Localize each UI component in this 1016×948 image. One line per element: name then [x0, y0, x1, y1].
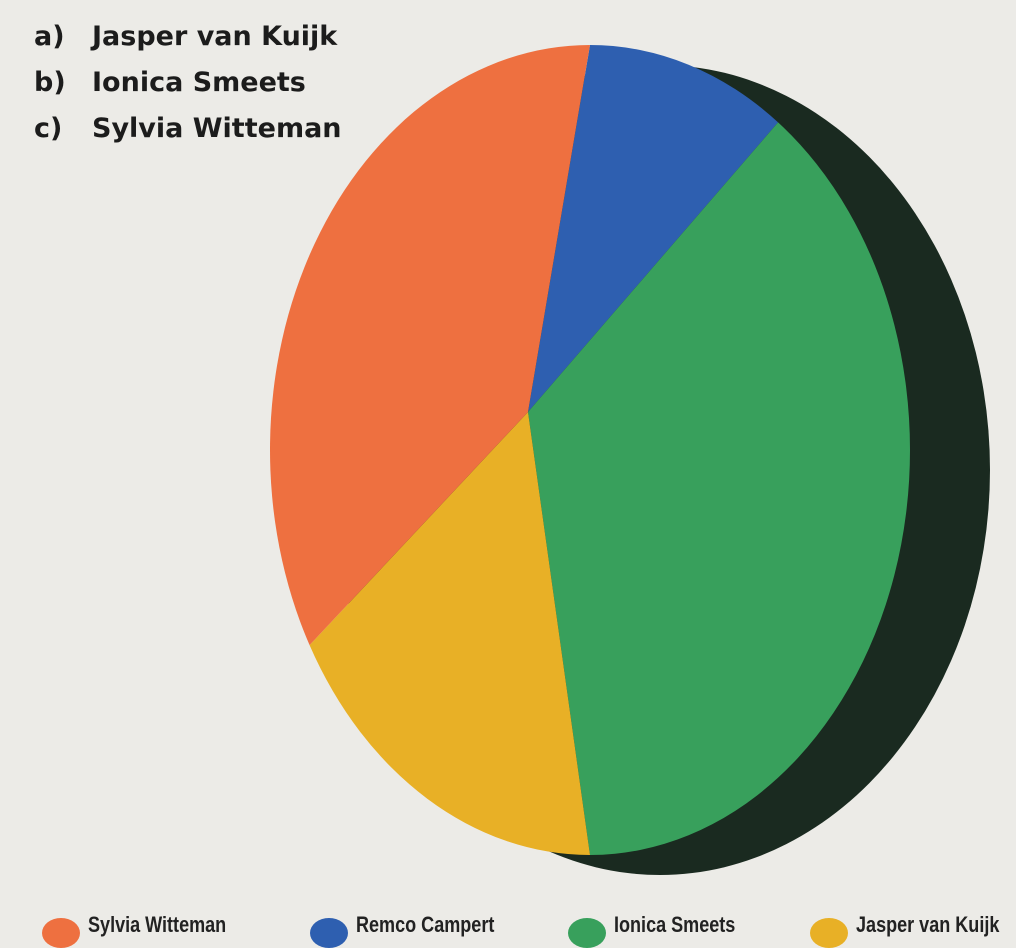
option-letter: b) — [34, 67, 66, 98]
legend-label: Remco Campert — [356, 912, 495, 937]
legend-label: Ionica Smeets — [614, 912, 736, 937]
quiz-option-c: c) Sylvia Witteman — [34, 106, 342, 152]
legend-swatch — [568, 918, 606, 948]
chart-legend: Sylvia Witteman Remco Campert Ionica Sme… — [0, 900, 1016, 948]
pie-chart — [269, 45, 990, 875]
pie-slice-ionica-smeets — [528, 122, 911, 855]
pie-slice-remco-campert — [528, 45, 779, 412]
quiz-options: a) Jasper van Kuijk b) Ionica Smeets c) Syl… — [34, 14, 342, 152]
legend-swatch — [310, 918, 348, 948]
quiz-option-b: b) Ionica Smeets — [34, 60, 342, 106]
quiz-option-a: a) Jasper van Kuijk — [34, 14, 342, 60]
option-name: Ionica Smeets — [92, 67, 306, 98]
option-letter: c) — [34, 113, 63, 144]
legend-swatch — [42, 918, 80, 948]
option-name: Jasper van Kuijk — [92, 21, 338, 52]
option-letter: a) — [34, 21, 65, 52]
legend-swatch — [810, 918, 848, 948]
pie-slice-jasper-van-kuijk — [309, 412, 590, 855]
legend-label: Jasper van Kuijk — [856, 912, 1000, 937]
legend-label: Sylvia Witteman — [88, 912, 227, 937]
pie-slice-sylvia-witteman — [269, 45, 590, 646]
option-name: Sylvia Witteman — [92, 113, 342, 144]
